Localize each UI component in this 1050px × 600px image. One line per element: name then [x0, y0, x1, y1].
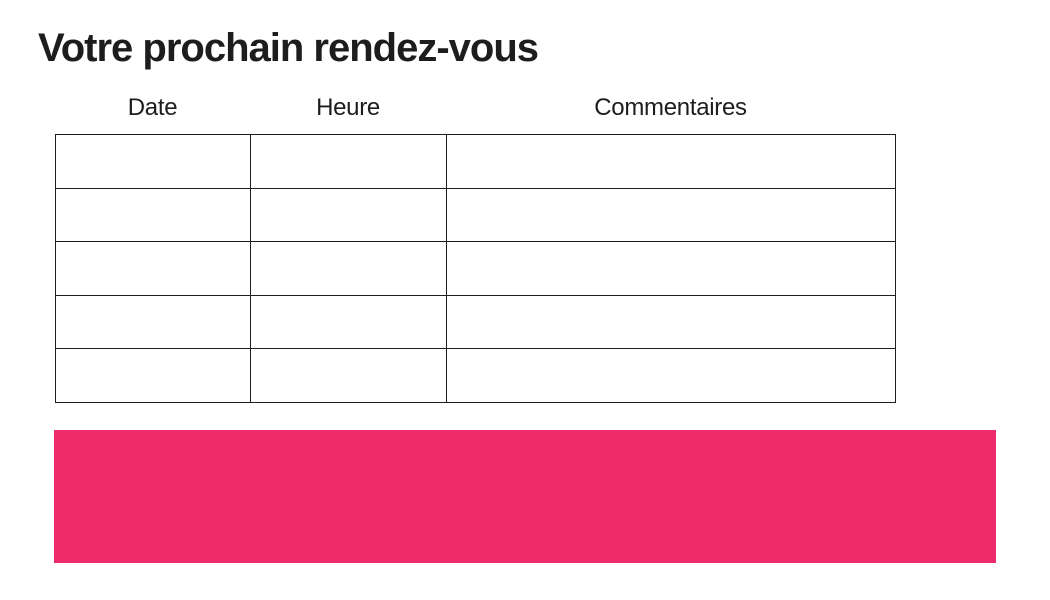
cell-commentaires — [446, 134, 896, 189]
column-header-heure: Heure — [316, 94, 380, 121]
cell-commentaires — [446, 241, 896, 296]
cell-heure — [250, 134, 447, 189]
table-row — [55, 294, 896, 349]
table-row — [55, 348, 896, 403]
cell-heure — [250, 294, 447, 349]
column-header-date: Date — [127, 94, 178, 121]
table-header-row: Date Heure Commentaires — [55, 92, 895, 124]
cell-heure — [250, 348, 447, 403]
cell-date — [55, 241, 251, 296]
column-header-commentaires: Commentaires — [594, 94, 747, 121]
cell-commentaires — [446, 187, 896, 242]
cell-heure — [250, 241, 447, 296]
cell-date — [55, 187, 251, 242]
cell-commentaires — [446, 348, 896, 403]
appointments-table — [55, 134, 896, 403]
table-row — [55, 187, 896, 242]
cell-heure — [250, 187, 447, 242]
cell-date — [55, 134, 251, 189]
highlight-banner — [54, 430, 996, 563]
cell-date — [55, 294, 251, 349]
table-row — [55, 241, 896, 296]
cell-date — [55, 348, 251, 403]
cell-commentaires — [446, 294, 896, 349]
page-title: Votre prochain rendez-vous — [38, 26, 539, 70]
table-row — [55, 134, 896, 189]
